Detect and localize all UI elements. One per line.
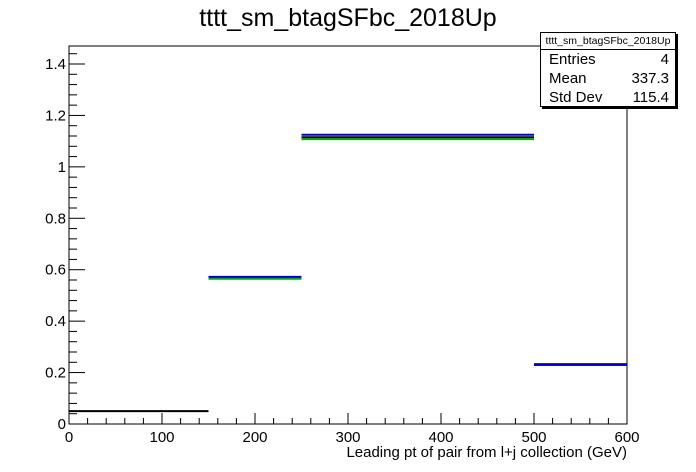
- y-tick-label: 0.2: [45, 365, 66, 382]
- stats-label: Mean: [549, 70, 587, 87]
- x-tick-label: 600: [614, 429, 639, 446]
- stats-value: 4: [660, 51, 669, 68]
- x-tick-label: 0: [65, 429, 73, 446]
- y-tick-label: 0.4: [45, 313, 66, 330]
- x-tick-label: 400: [428, 429, 453, 446]
- chart-title: tttt_sm_btagSFbc_2018Up: [199, 4, 497, 32]
- stats-row-entries: Entries 4: [541, 50, 675, 69]
- stats-row-stddev: Std Dev 115.4: [541, 88, 675, 107]
- stats-label: Entries: [549, 51, 596, 68]
- x-tick-label: 100: [149, 429, 174, 446]
- x-tick-label: 200: [242, 429, 267, 446]
- stats-box-title: tttt_sm_btagSFbc_2018Up: [541, 33, 675, 50]
- stats-value: 337.3: [631, 70, 669, 87]
- y-tick-label: 0.6: [45, 262, 66, 279]
- x-axis-label: Leading pt of pair from l+j collection (…: [346, 444, 627, 461]
- y-tick-label: 0: [58, 416, 66, 433]
- x-tick-label: 500: [521, 429, 546, 446]
- stats-label: Std Dev: [549, 89, 603, 106]
- y-tick-label: 1: [58, 159, 66, 176]
- x-tick-label: 300: [335, 429, 360, 446]
- stats-value: 115.4: [632, 89, 669, 106]
- y-tick-label: 1.4: [45, 56, 66, 73]
- y-tick-label: 1.2: [45, 107, 66, 124]
- stats-row-mean: Mean 337.3: [541, 69, 675, 88]
- y-tick-label: 0.8: [45, 210, 66, 227]
- stats-box: tttt_sm_btagSFbc_2018Up Entries 4 Mean 3…: [540, 32, 676, 107]
